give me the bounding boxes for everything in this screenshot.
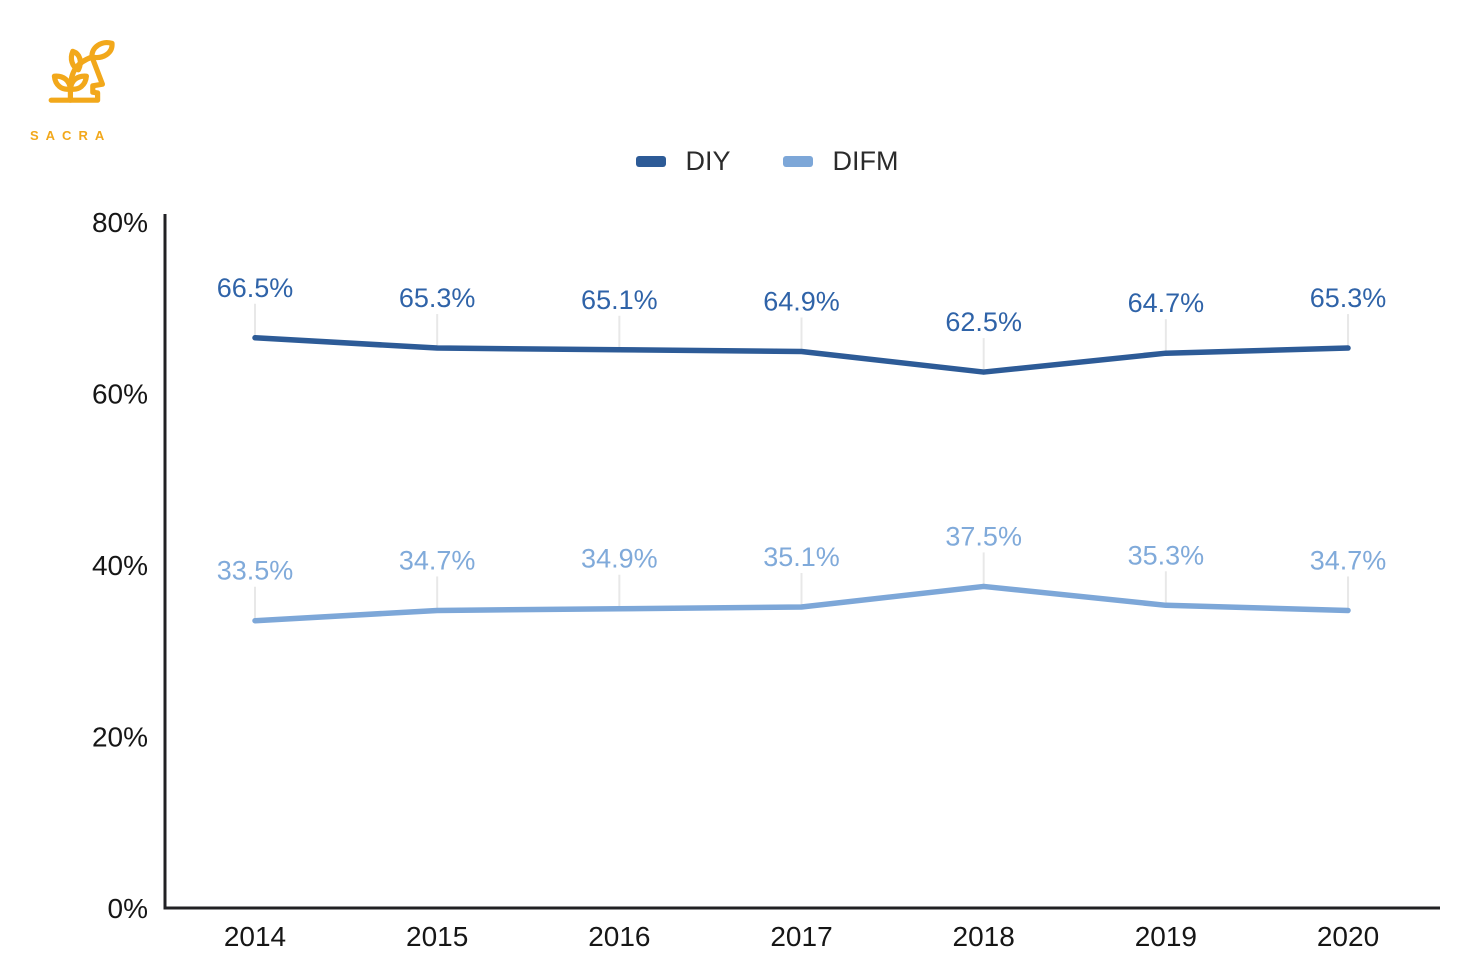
data-label-diy: 62.5%: [945, 307, 1022, 337]
data-label-diy: 64.9%: [763, 286, 840, 316]
data-label-difm: 34.9%: [581, 544, 658, 574]
series-line-diy: [252, 335, 1351, 375]
data-label-difm: 35.1%: [763, 542, 840, 572]
legend-swatch-diy: [635, 156, 666, 167]
data-label-diy: 65.3%: [399, 283, 476, 313]
data-label-difm: 34.7%: [399, 545, 476, 575]
data-label-difm: 35.3%: [1128, 540, 1205, 570]
top-leaf: [89, 40, 115, 61]
sprout-left-leaf: [51, 73, 73, 92]
y-axis-tick-label: 60%: [92, 379, 148, 410]
x-axis-tick-label: 2019: [1135, 921, 1197, 952]
legend-item-diy: DIY: [635, 146, 731, 177]
x-axis-tick-label: 2016: [588, 921, 650, 952]
x-axis-tick-label: 2017: [770, 921, 832, 952]
mid-leaf: [68, 48, 83, 73]
data-label-difm: 33.5%: [217, 556, 294, 586]
head-with-plant-icon: [48, 40, 115, 103]
x-axis-tick-label: 2015: [406, 921, 468, 952]
x-axis-tick-label: 2018: [953, 921, 1015, 952]
head-outline: [48, 54, 105, 103]
data-label-difm: 34.7%: [1310, 545, 1387, 575]
sprout-right-leaf: [67, 73, 89, 92]
legend-item-difm: DIFM: [782, 146, 899, 177]
axis-lines: [163, 214, 1440, 910]
data-label-diy: 64.7%: [1128, 288, 1205, 318]
x-axis-tick-label: 2014: [224, 921, 286, 952]
legend-swatch-difm: [782, 156, 813, 167]
y-axis-tick-label: 0%: [108, 893, 148, 924]
chart-legend: DIY DIFM: [38, 146, 1458, 177]
y-axis-tick-label: 40%: [92, 550, 148, 581]
series-line-difm: [252, 583, 1351, 624]
legend-label-difm: DIFM: [832, 146, 899, 176]
data-label-diy: 65.1%: [581, 285, 658, 315]
x-axis-tick-label: 2020: [1317, 921, 1379, 952]
legend-label-diy: DIY: [685, 146, 731, 176]
logo-brand-text: SACRA: [30, 128, 112, 143]
data-label-diy: 65.3%: [1310, 283, 1387, 313]
y-axis-tick-label: 20%: [92, 722, 148, 753]
data-label-diy: 66.5%: [217, 273, 294, 303]
data-label-difm: 37.5%: [945, 521, 1022, 551]
sacra-logo: SACRA: [26, 16, 136, 143]
y-axis-tick-label: 80%: [92, 207, 148, 238]
